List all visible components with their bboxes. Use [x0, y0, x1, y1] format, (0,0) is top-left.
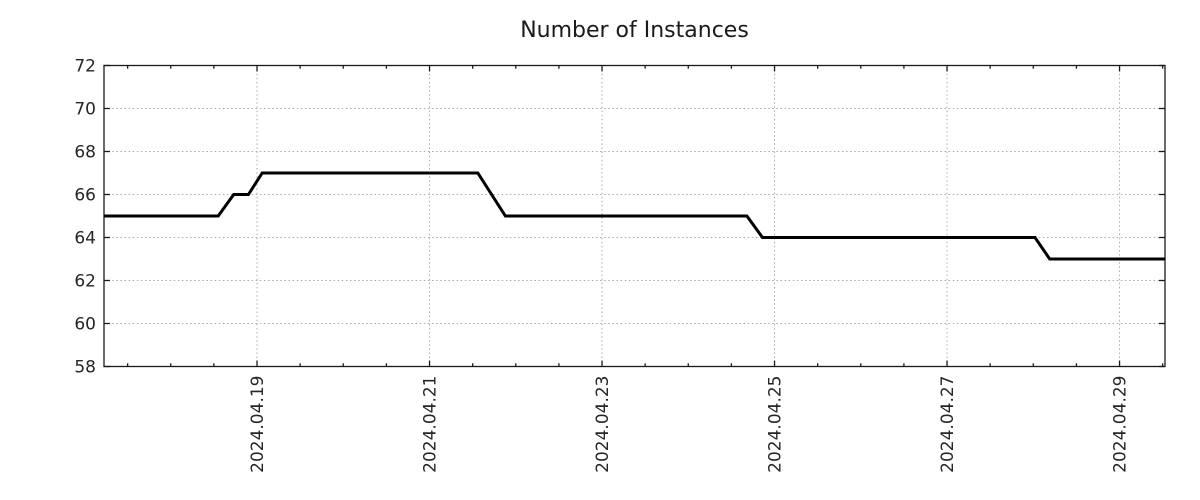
x-axis-tick-label: 2024.04.25	[766, 376, 786, 473]
x-axis-tick-label: 2024.04.19	[248, 376, 268, 473]
gridlines	[104, 65, 1165, 367]
y-axis-tick-label: 60	[74, 315, 96, 335]
axis-ticks	[104, 64, 1165, 368]
y-axis-tick-label: 64	[74, 229, 96, 249]
x-axis-labels: 2024.04.19 2024.04.21 2024.04.23 2024.04.25…	[248, 376, 1131, 473]
x-axis-tick-label: 2024.04.27	[938, 376, 958, 473]
y-axis-tick-label: 66	[74, 186, 96, 206]
x-axis-tick-label: 2024.04.21	[421, 376, 441, 473]
y-axis-tick-label: 58	[74, 358, 96, 378]
y-axis-tick-label: 62	[74, 272, 96, 292]
chart-title: Number of Instances	[520, 18, 749, 43]
y-axis-labels: 58 60 62 64 66 68 70 72	[74, 57, 96, 378]
x-axis-tick-label: 2024.04.29	[1111, 376, 1131, 473]
series-line	[104, 171, 1165, 261]
y-axis-tick-label: 68	[74, 143, 96, 163]
y-axis-tick-label: 72	[74, 57, 96, 77]
x-axis-tick-label: 2024.04.23	[593, 376, 613, 473]
y-axis-tick-label: 70	[74, 100, 96, 120]
